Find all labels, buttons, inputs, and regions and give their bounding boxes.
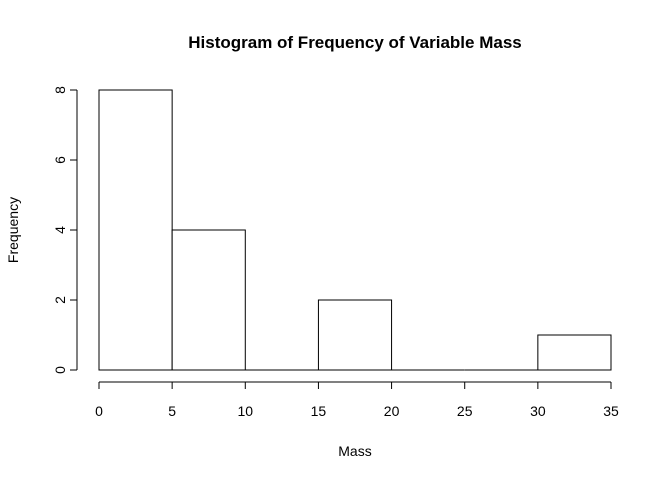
y-tick-label: 0 [52,366,68,374]
histogram-bar-30-35 [537,334,612,371]
bars-group [98,89,612,371]
x-axis: 0 5 10 15 20 25 30 35 [95,381,619,419]
chart-title: Histogram of Frequency of Variable Mass [188,33,521,52]
x-tick-label: 25 [457,403,473,419]
histogram-bar-0-5 [98,89,173,371]
y-axis: 0 2 4 6 8 [52,86,78,374]
x-tick-label: 10 [237,403,253,419]
histogram-bar-5-10 [171,229,246,371]
x-axis-label: Mass [338,443,371,459]
x-tick-label: 0 [95,403,103,419]
histogram-bar-15-20 [317,299,393,371]
y-tick-label: 4 [52,226,68,234]
x-tick-label: 20 [384,403,400,419]
y-tick-label: 6 [52,156,68,164]
x-tick-label: 5 [168,403,176,419]
y-tick-label: 8 [52,86,68,94]
x-tick-label: 35 [603,403,619,419]
y-axis-label: Frequency [5,197,21,263]
x-tick-label: 15 [311,403,327,419]
x-tick-label: 30 [530,403,546,419]
y-tick-label: 2 [52,296,68,304]
